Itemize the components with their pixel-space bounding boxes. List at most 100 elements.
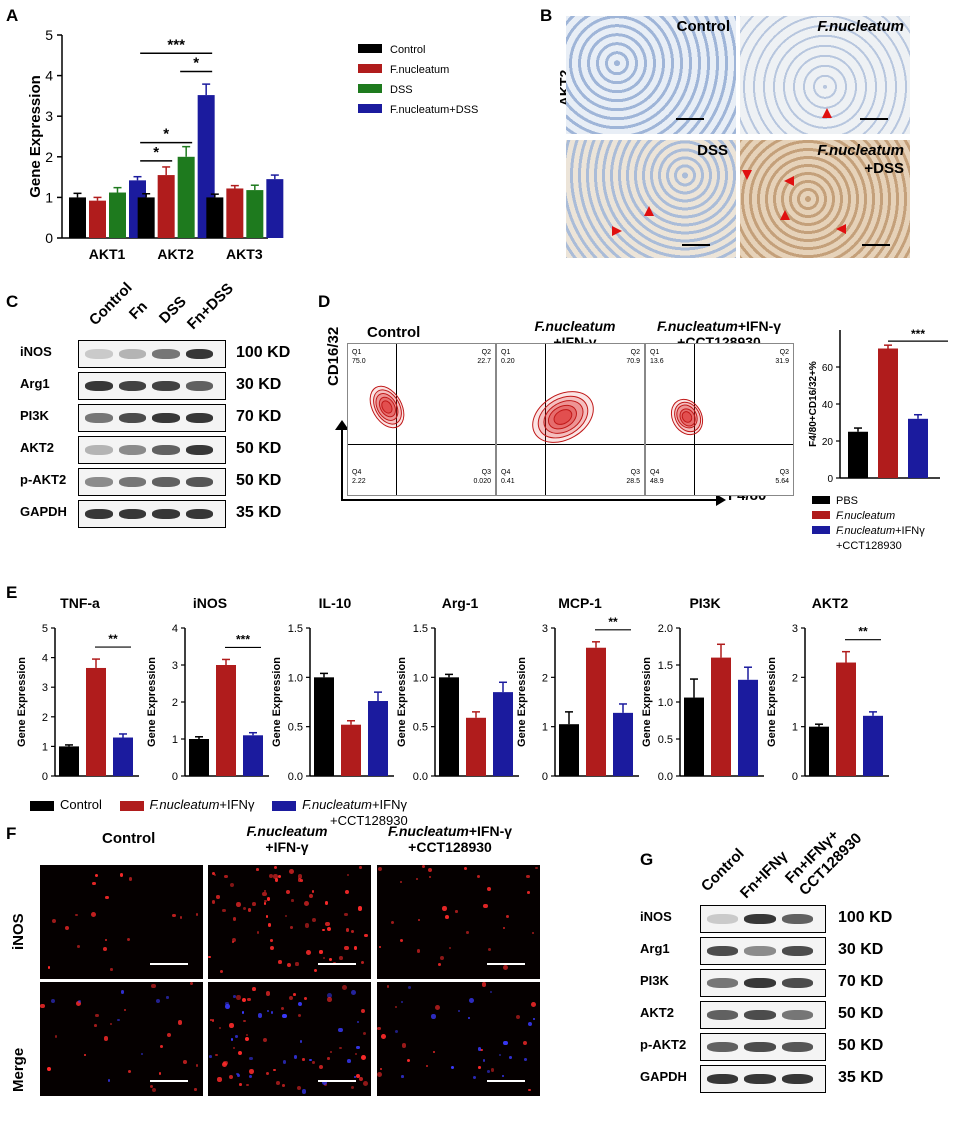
cell-dot [103, 946, 108, 951]
cell-dot [309, 1058, 312, 1061]
cell-dot [312, 918, 317, 922]
chart-title: AKT2 [812, 595, 849, 611]
bar [809, 726, 829, 776]
y-tick-label: 1 [172, 734, 178, 746]
quadrant-name: Q1 [352, 349, 362, 356]
quadrant-label: Q3 5.64 [775, 468, 789, 486]
blot-band [152, 508, 180, 520]
cell-dot [273, 1068, 276, 1072]
blot-band [85, 508, 113, 520]
quadrant-value: 13.6 [650, 358, 664, 365]
panel-letter-c: C [6, 292, 19, 311]
flow-header-inhib-l1b: +IFN-γ [737, 318, 782, 334]
blot-band [781, 1073, 813, 1085]
legend-e-fn-suffix: +IFNγ [219, 797, 255, 812]
cell-dot [319, 950, 323, 954]
quadrant-value: 0.020 [473, 478, 491, 485]
blot-row-box [700, 905, 826, 933]
legend-label: F.nucleatum [390, 64, 449, 76]
blot-kd-label: 100 KD [838, 909, 893, 926]
y-tick-label: 0.0 [413, 771, 428, 783]
blot-row-label: PI3K [20, 408, 49, 423]
significance-star: ** [858, 625, 868, 639]
cell-dot [508, 1056, 512, 1059]
cell-dot [487, 1070, 491, 1073]
bar [466, 717, 486, 776]
quadrant-name: Q2 [630, 349, 640, 356]
cell-dot [93, 1023, 97, 1027]
chart-title: Arg-1 [442, 595, 479, 611]
cell-dot [354, 1053, 357, 1056]
significance-star: ** [108, 632, 118, 646]
quadrant-name: Q1 [501, 349, 511, 356]
cell-dot [208, 955, 211, 959]
cell-dot [381, 1034, 386, 1039]
y-tick-label: 2 [172, 697, 178, 709]
cell-dot [401, 1043, 407, 1049]
blot-row-box [78, 468, 226, 496]
cell-dot [105, 938, 108, 941]
blot-row-box [700, 1065, 826, 1093]
cell-dot [268, 874, 273, 879]
bar [246, 190, 264, 238]
cell-dot [342, 985, 348, 991]
cell-dot [327, 1057, 330, 1060]
bar [177, 156, 195, 238]
fluor-row-merge: Merge [10, 1047, 27, 1092]
cell-dot [353, 946, 357, 950]
cell-dot [280, 1006, 284, 1010]
cell-dot [483, 903, 488, 909]
blot-row-box [700, 937, 826, 965]
cell-dot [289, 996, 294, 1001]
cell-dot [243, 1019, 246, 1023]
cell-dot [229, 1023, 234, 1028]
cell-dot [347, 873, 350, 877]
legend-label: Control [390, 44, 425, 56]
arrowhead-icon [780, 210, 790, 220]
cell-dot [103, 1036, 109, 1041]
y-tick-label: 3 [45, 108, 53, 124]
cell-dot [249, 1069, 254, 1074]
cell-dot [479, 1048, 483, 1052]
cell-dot [256, 868, 259, 871]
cell-dot [302, 1058, 305, 1061]
blot-row-label: iNOS [20, 344, 52, 359]
gate-line-vertical [694, 344, 695, 495]
arrow-right-icon [716, 494, 726, 506]
flow-plot: Q1 0.20 Q2 70.9 Q4 0.41 Q3 28.5 [496, 343, 645, 496]
quadrant-label: Q4 48.9 [650, 468, 664, 486]
ihc-fn-dss-label-l1: F.nucleatum [817, 142, 904, 159]
legend-inhib-suffix: +IFNγ [895, 525, 925, 537]
arrow-up-icon [335, 420, 349, 430]
scale-bar [676, 118, 704, 120]
legend-e-fn: F.nucleatum+IFNγ [119, 797, 255, 812]
blot-band [185, 348, 213, 360]
cell-dot [236, 902, 241, 907]
fluor-row-inos: iNOS [10, 913, 27, 950]
cell-dot [104, 895, 109, 900]
blot-row-box [78, 500, 226, 528]
cell-dot [501, 1074, 504, 1077]
y-tick-label: 40 [822, 400, 834, 411]
blot-row-box [700, 1001, 826, 1029]
cell-dot [391, 921, 395, 925]
significance-star: *** [911, 327, 925, 341]
cell-dot [357, 906, 363, 911]
cell-dot [263, 899, 267, 903]
cell-dot [477, 1047, 482, 1051]
cell-dot [91, 912, 97, 918]
cell-dot [528, 1022, 533, 1027]
cell-dot [305, 950, 311, 956]
cell-dot [92, 881, 96, 886]
cell-dot [166, 1032, 172, 1038]
cell-dot [229, 882, 234, 888]
cell-dot [195, 913, 199, 916]
y-axis-title: Gene Expression [766, 657, 778, 747]
cell-dot [502, 926, 506, 930]
cell-dot [209, 1055, 212, 1059]
y-tick-label: 0 [45, 230, 53, 246]
cell-dot [247, 908, 252, 912]
quadrant-label: Q1 13.6 [650, 348, 664, 366]
cell-dot [338, 1027, 343, 1033]
cell-dot [222, 1062, 228, 1067]
